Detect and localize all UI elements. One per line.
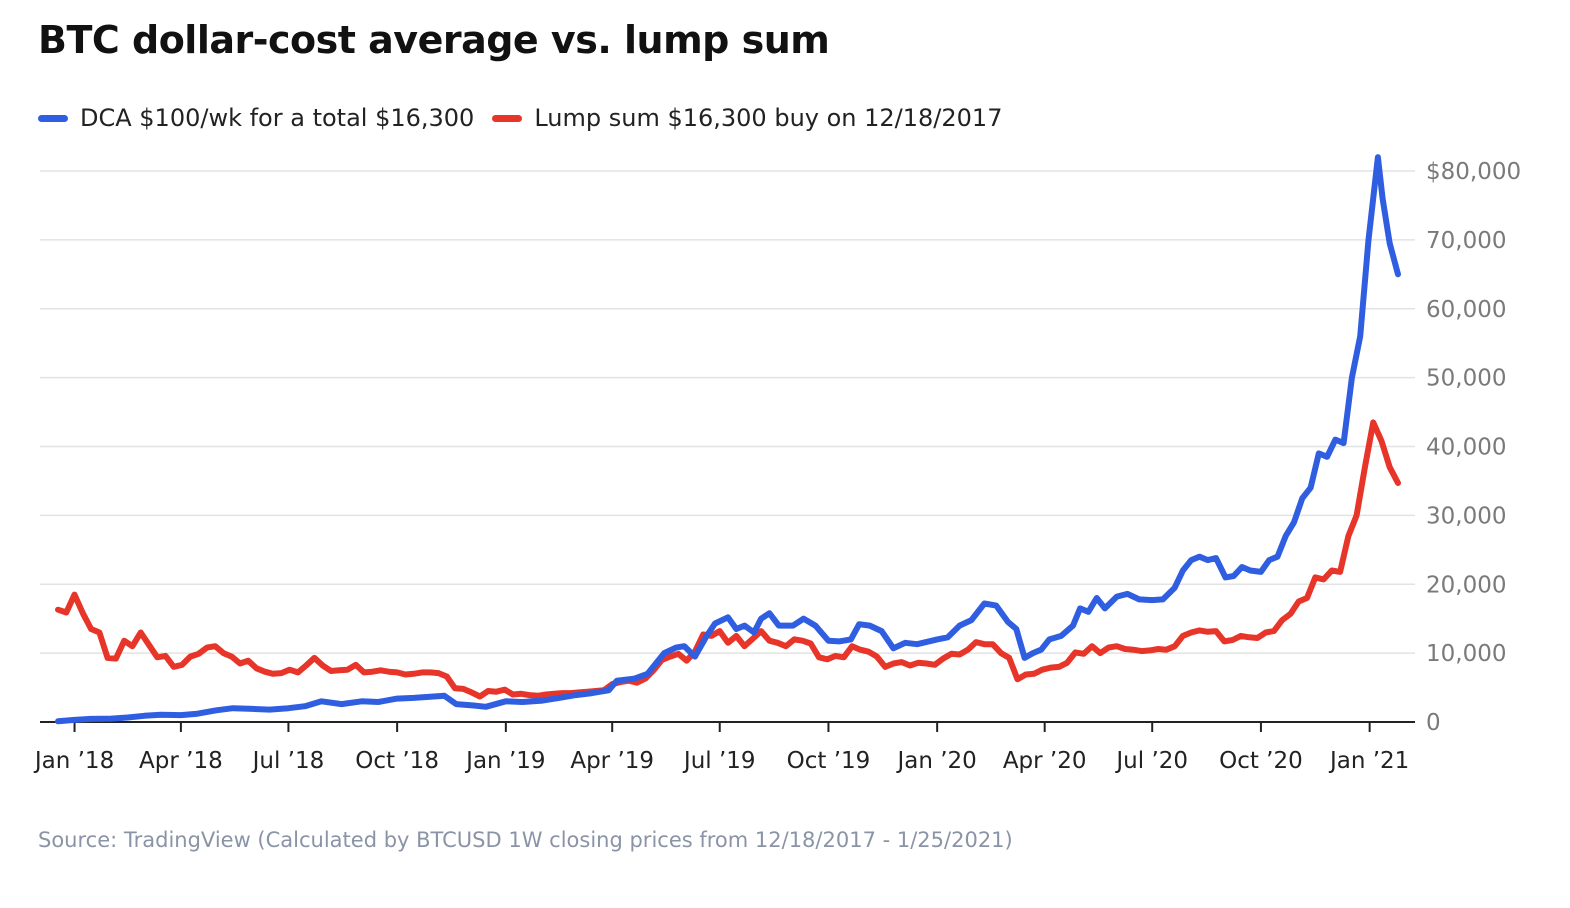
legend: DCA $100/wk for a total $16,300 Lump sum… (38, 104, 1020, 132)
x-tick-label: Jan ’20 (895, 748, 976, 774)
x-tick-label: Oct ’19 (787, 748, 871, 774)
x-tick-label: Apr ’20 (1003, 748, 1087, 774)
legend-label-dca: DCA $100/wk for a total $16,300 (80, 104, 475, 132)
x-tick-label: Oct ’20 (1219, 748, 1303, 774)
x-tick-label: Jan ’18 (33, 748, 114, 774)
x-tick-label: Jul ’18 (251, 748, 325, 774)
x-axis: Jan ’18 Apr ’18 Jul ’18 Oct ’18 Jan ’19 Apr ’… (33, 721, 1415, 774)
chart-title: BTC dollar-cost average vs. lump sum (38, 18, 830, 62)
y-tick-label: 60,000 (1426, 297, 1506, 323)
legend-item-lump-sum: Lump sum $16,300 buy on 12/18/2017 (492, 104, 1002, 132)
legend-swatch-lump-sum (492, 114, 523, 122)
source-note: Source: TradingView (Calculated by BTCUS… (38, 828, 1013, 852)
x-tick-label: Jan ’19 (464, 748, 545, 774)
y-tick-label: 30,000 (1426, 503, 1506, 529)
legend-item-dca: DCA $100/wk for a total $16,300 (38, 104, 474, 132)
x-tick-label: Apr ’19 (570, 748, 654, 774)
y-tick-label: 50,000 (1426, 366, 1506, 392)
y-tick-label: 40,000 (1426, 435, 1506, 461)
gridlines (40, 170, 1415, 654)
y-tick-label: $80,000 (1426, 159, 1521, 185)
legend-label-lump-sum: Lump sum $16,300 buy on 12/18/2017 (534, 104, 1003, 132)
series-line-dca (55, 154, 1401, 725)
y-tick-label: 20,000 (1426, 572, 1506, 598)
series-line-lump-sum (55, 419, 1401, 700)
y-tick-label: 70,000 (1426, 228, 1506, 254)
y-tick-label: 0 (1426, 710, 1441, 736)
x-tick-label: Oct ’18 (355, 748, 439, 774)
series-lines (55, 154, 1401, 725)
x-tick-label: Jul ’20 (1114, 748, 1188, 774)
y-tick-label: 10,000 (1426, 641, 1506, 667)
x-tick-label: Jan ’21 (1328, 748, 1409, 774)
x-tick-label: Apr ’18 (139, 748, 223, 774)
y-axis: 0 10,000 20,000 30,000 40,000 50,000 60,000 70,… (1426, 159, 1521, 736)
x-tick-label: Jul ’19 (682, 748, 756, 774)
legend-swatch-dca (38, 114, 68, 122)
